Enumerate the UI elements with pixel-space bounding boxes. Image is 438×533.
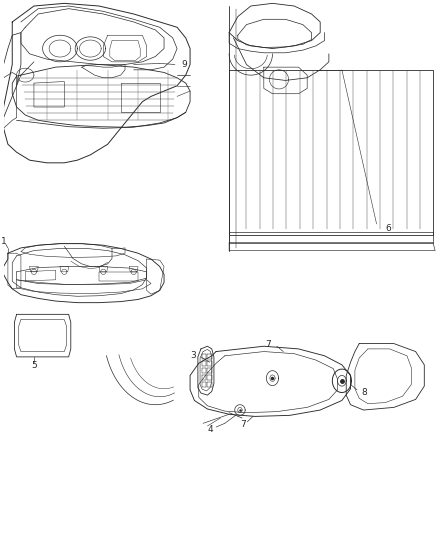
Text: 1: 1 [1,237,7,246]
Text: 7: 7 [265,340,271,349]
Text: 8: 8 [361,388,367,397]
Text: 6: 6 [385,224,391,233]
Text: 5: 5 [31,361,37,370]
Text: 4: 4 [207,425,213,434]
Text: 9: 9 [181,60,187,69]
Text: 7: 7 [240,421,246,430]
Text: 3: 3 [190,351,196,360]
